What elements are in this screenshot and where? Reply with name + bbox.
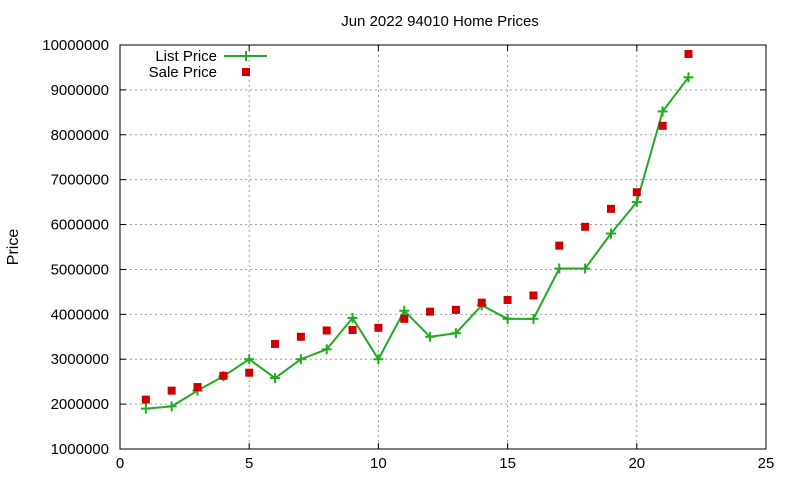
y-tick-label: 2000000: [51, 396, 109, 413]
x-tick-label: 20: [628, 455, 645, 472]
sale-price-point: [296, 332, 305, 341]
chart-title: Jun 2022 94010 Home Prices: [341, 13, 539, 30]
y-tick-label: 4000000: [51, 306, 109, 323]
y-tick-label: 7000000: [51, 172, 109, 189]
list-price-point: [270, 373, 281, 384]
y-tick-label: 9000000: [51, 82, 109, 99]
grid: [120, 45, 766, 449]
list-price-point: [631, 197, 642, 208]
sale-price-point: [451, 305, 460, 314]
axis-ticks: 0 5 10 15 20 25 1000000 2000000 3000000 4000000 50…: [42, 37, 774, 472]
list-price-point: [140, 403, 151, 414]
list-price-point: [502, 313, 513, 324]
sale-price-point: [426, 307, 435, 316]
plot-frame: [119, 44, 767, 450]
list-price-point: [321, 344, 332, 355]
sale-price-point: [245, 368, 254, 377]
sale-price-point: [658, 121, 667, 130]
list-price-point: [295, 354, 306, 365]
x-tick-label: 10: [370, 455, 387, 472]
sale-price-point: [167, 386, 176, 395]
sale-price-point: [141, 395, 150, 404]
list-price-point: [657, 106, 668, 117]
list-price-point: [244, 354, 255, 365]
sale-price-point: [555, 241, 564, 250]
legend-label-sale-price: Sale Price: [149, 64, 217, 81]
sale-price-point: [684, 49, 693, 58]
list-price-point: [554, 263, 565, 274]
list-price-point: [528, 313, 539, 324]
sale-price-point: [529, 291, 538, 300]
legend: List Price Sale Price: [149, 48, 267, 81]
sale-price-point: [219, 371, 228, 380]
y-tick-label: 8000000: [51, 127, 109, 144]
y-tick-label: 3000000: [51, 351, 109, 368]
sale-price-point: [322, 326, 331, 335]
legend-marker-list-price: [241, 51, 251, 61]
list-price-point: [425, 331, 436, 342]
list-price-point: [166, 401, 177, 412]
sale-price-point: [503, 295, 512, 304]
list-price-point: [683, 72, 694, 83]
x-tick-label: 0: [116, 455, 124, 472]
series-layer: [140, 49, 694, 414]
sale-price-point: [632, 188, 641, 197]
y-axis-label: Price: [5, 229, 22, 266]
y-tick-label: 5000000: [51, 261, 109, 278]
sale-price-point: [606, 204, 615, 213]
list-price-line: [145, 76, 690, 410]
list-price-point: [580, 263, 591, 274]
list-price-point: [373, 354, 384, 365]
y-tick-label: 6000000: [51, 217, 109, 234]
list-price-point: [347, 312, 358, 323]
sale-price-point: [477, 298, 486, 307]
x-tick-label: 15: [499, 455, 516, 472]
list-price-point: [450, 328, 461, 339]
sale-price-point: [271, 339, 280, 348]
y-tick-label: 10000000: [42, 37, 109, 54]
legend-label-list-price: List Price: [155, 48, 217, 65]
legend-marker-sale-price: [242, 68, 250, 76]
sale-price-point: [193, 383, 202, 392]
list-price-point: [399, 305, 410, 316]
sale-price-point: [374, 323, 383, 332]
x-tick-label: 5: [245, 455, 253, 472]
sale-price-point: [581, 222, 590, 231]
sale-price-point: [348, 326, 357, 335]
x-tick-label: 25: [758, 455, 775, 472]
sale-price-point: [400, 314, 409, 323]
y-tick-label: 1000000: [51, 441, 109, 458]
list-price-point: [605, 228, 616, 239]
